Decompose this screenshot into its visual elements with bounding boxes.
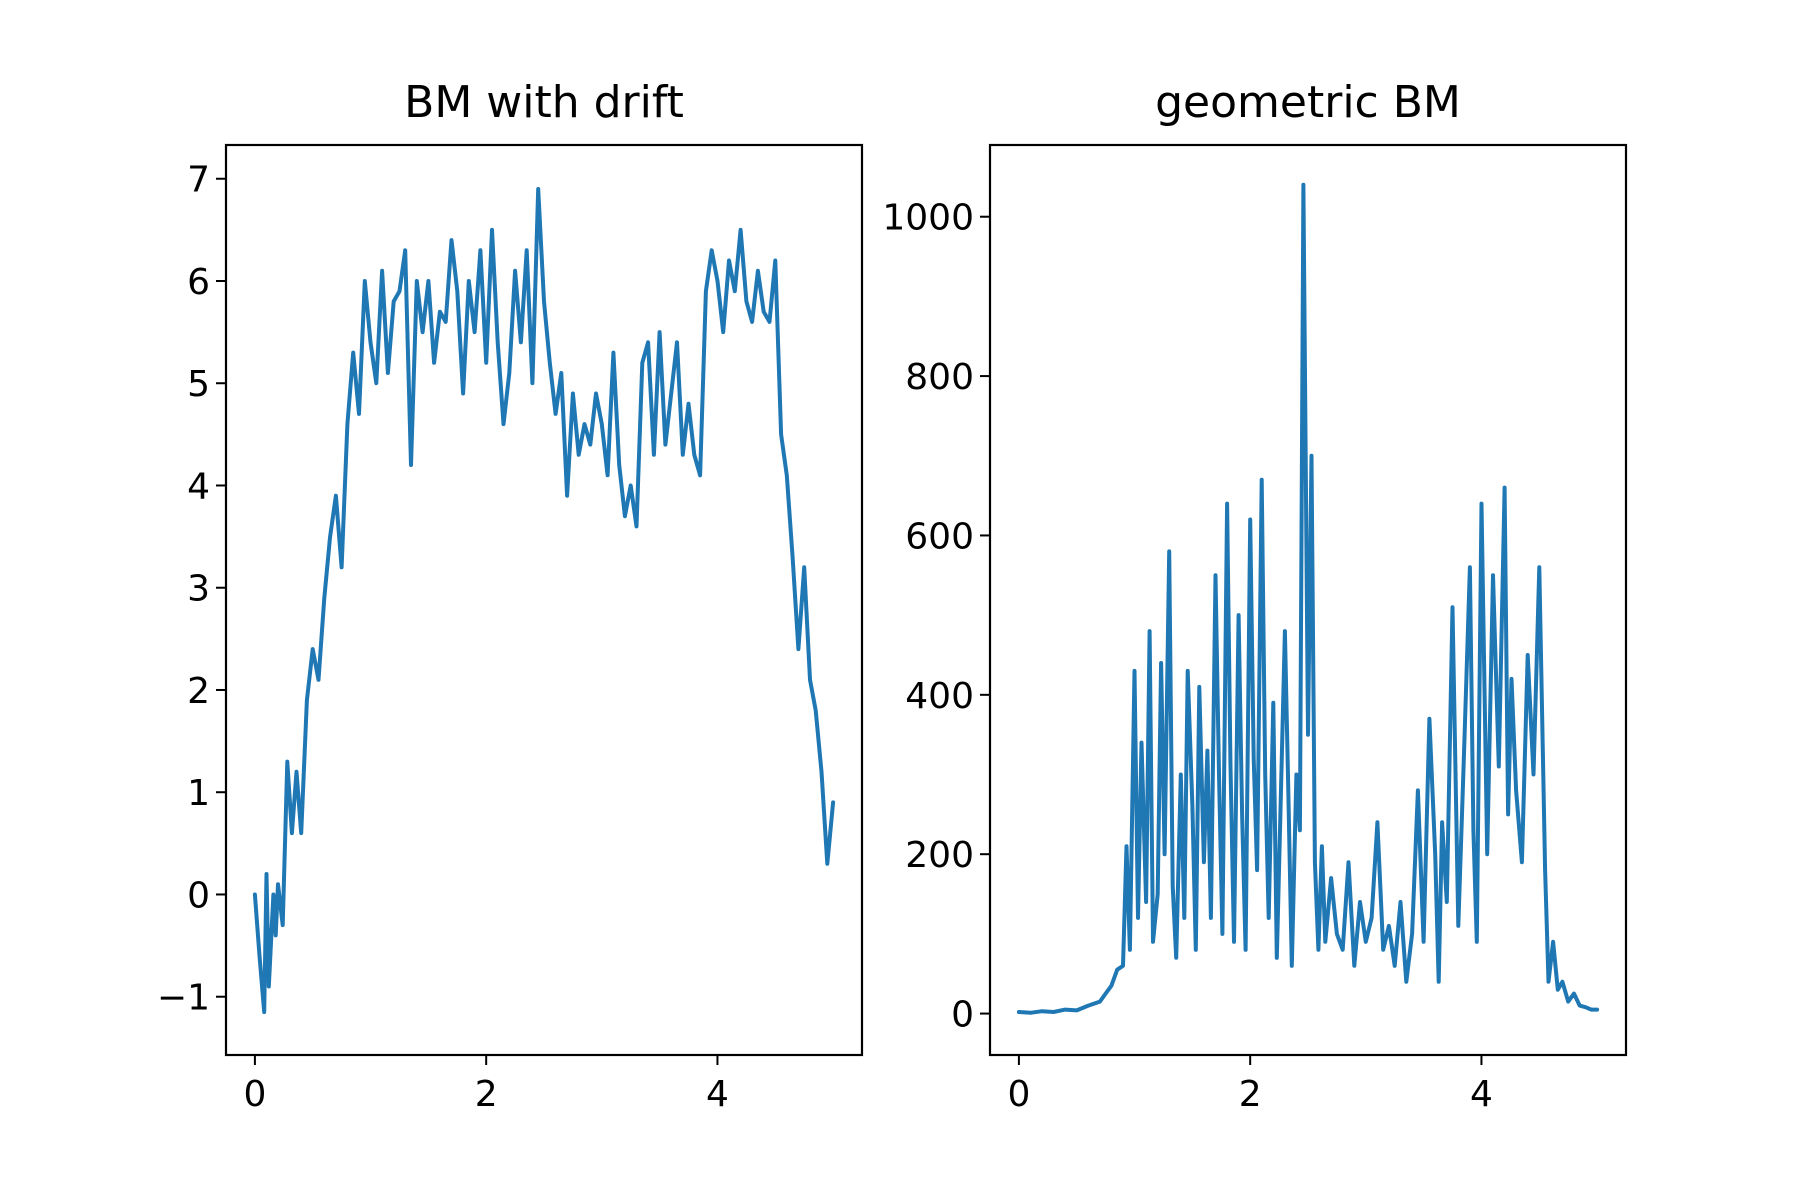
right-y-tick-label: 400: [905, 676, 974, 717]
left-series-line: [252, 187, 836, 1015]
right-y-tick-label: 0: [951, 995, 974, 1036]
left-y-tick-label: 7: [187, 160, 210, 201]
left-y-tick-label: 0: [187, 875, 210, 916]
left-plot-area: 0 2 4 −1 0 1 2 3 4 5 6 7: [157, 160, 836, 1115]
right-y-tick-label: 800: [905, 357, 974, 398]
left-y-tick-label: 3: [187, 569, 210, 610]
left-chart-title: BM with drift: [404, 77, 684, 128]
subplot-right: geometric BM 0 2 4 0 200 400 600 800 1000: [882, 77, 1628, 1115]
subplot-left: BM with drift 0 2 4 −1 0 1 2 3 4 5 6 7: [157, 77, 864, 1115]
right-x-tick-label: 2: [1239, 1074, 1262, 1115]
left-axes-frame: [224, 143, 864, 1057]
left-y-tick-label: 6: [187, 262, 210, 303]
right-y-tick-label: 200: [905, 835, 974, 876]
right-y-tick-label: 600: [905, 516, 974, 557]
left-y-tick-label: 4: [187, 466, 210, 507]
left-y-tick-label: 2: [187, 671, 210, 712]
right-y-tick-label: 1000: [882, 198, 974, 239]
left-y-tick-label: −1: [157, 978, 210, 1019]
left-y-tick-label: 1: [187, 773, 210, 814]
right-series-line: [1016, 182, 1600, 1015]
left-y-tick-label: 5: [187, 364, 210, 405]
left-x-tick-label: 2: [475, 1074, 498, 1115]
right-chart-title: geometric BM: [1155, 77, 1461, 128]
right-plot-area: 0 2 4 0 200 400 600 800 1000: [882, 182, 1600, 1115]
left-x-tick-label: 0: [243, 1074, 266, 1115]
left-x-tick-label: 4: [706, 1074, 729, 1115]
right-x-tick-label: 0: [1007, 1074, 1030, 1115]
right-axes-frame: [988, 143, 1628, 1057]
right-x-tick-label: 4: [1470, 1074, 1493, 1115]
